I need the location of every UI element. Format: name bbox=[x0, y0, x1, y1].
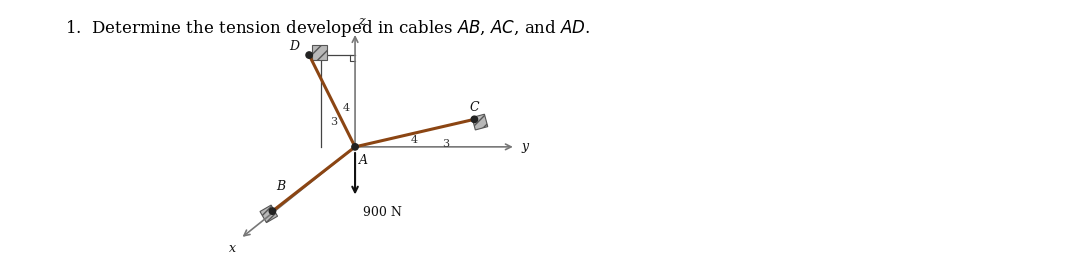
Text: y: y bbox=[522, 140, 528, 153]
Text: A: A bbox=[359, 154, 367, 167]
Text: x: x bbox=[229, 242, 235, 255]
Text: D: D bbox=[289, 40, 299, 53]
Text: 4: 4 bbox=[342, 103, 350, 113]
Circle shape bbox=[269, 208, 275, 214]
Circle shape bbox=[471, 116, 477, 123]
Polygon shape bbox=[312, 45, 326, 60]
Text: z: z bbox=[357, 15, 364, 29]
Polygon shape bbox=[260, 205, 278, 223]
Text: 900 N: 900 N bbox=[363, 206, 402, 219]
Circle shape bbox=[306, 52, 312, 58]
Polygon shape bbox=[472, 114, 488, 130]
Text: 3: 3 bbox=[330, 117, 338, 127]
Text: B: B bbox=[276, 180, 285, 193]
Text: C: C bbox=[470, 101, 480, 114]
Text: 1.  Determine the tension developed in cables $AB$, $AC$, and $AD$.: 1. Determine the tension developed in ca… bbox=[65, 18, 591, 39]
Circle shape bbox=[352, 144, 359, 150]
Text: 3: 3 bbox=[442, 139, 449, 149]
Text: 4: 4 bbox=[411, 135, 418, 145]
